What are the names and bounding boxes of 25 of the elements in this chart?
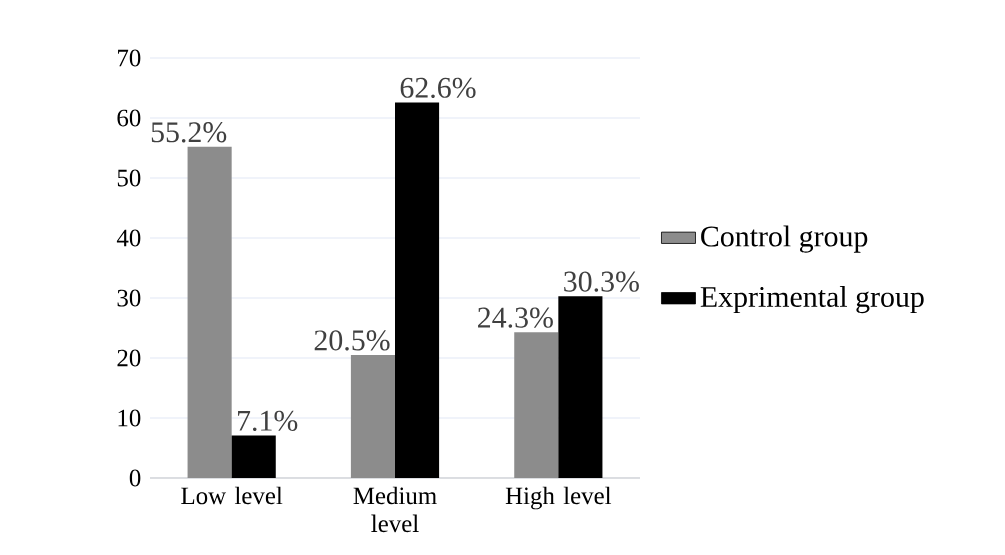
legend-label: Control group [701, 225, 868, 253]
data-label: 30.3% [564, 271, 639, 292]
y-tick-label: 20 [117, 349, 141, 367]
bar [350, 355, 395, 478]
data-label: 20.5% [314, 330, 390, 351]
y-tick-label: 30 [117, 289, 141, 307]
data-label: 55.2% [151, 122, 227, 143]
data-label: 7.1% [238, 410, 298, 432]
x-tick-label: Low level [181, 486, 283, 505]
legend-label: Exprimental group [700, 286, 924, 314]
y-tick-label: 50 [117, 169, 141, 187]
data-label: 24.3% [478, 307, 553, 328]
bar [514, 332, 559, 478]
y-tick-label: 60 [117, 109, 141, 127]
y-tick-label: 0 [129, 469, 141, 487]
data-label: 62.6% [400, 77, 476, 99]
bar [187, 146, 232, 478]
bar [558, 296, 603, 478]
bar [395, 102, 440, 478]
x-tick-label: Medium level [353, 486, 437, 533]
y-tick-label: 70 [118, 49, 141, 67]
x-tick-label: High level [505, 486, 612, 510]
bar [231, 435, 276, 478]
y-tick-label: 40 [116, 229, 141, 247]
y-tick-label: 10 [118, 409, 141, 427]
